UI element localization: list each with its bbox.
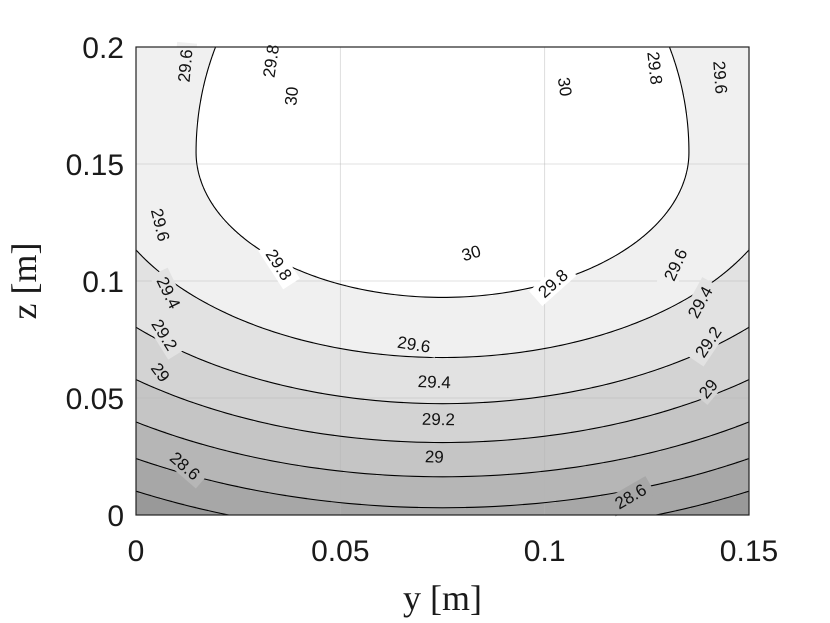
contour-chart: 28.628.629292929.229.229.229.429.429.429…	[0, 0, 830, 623]
